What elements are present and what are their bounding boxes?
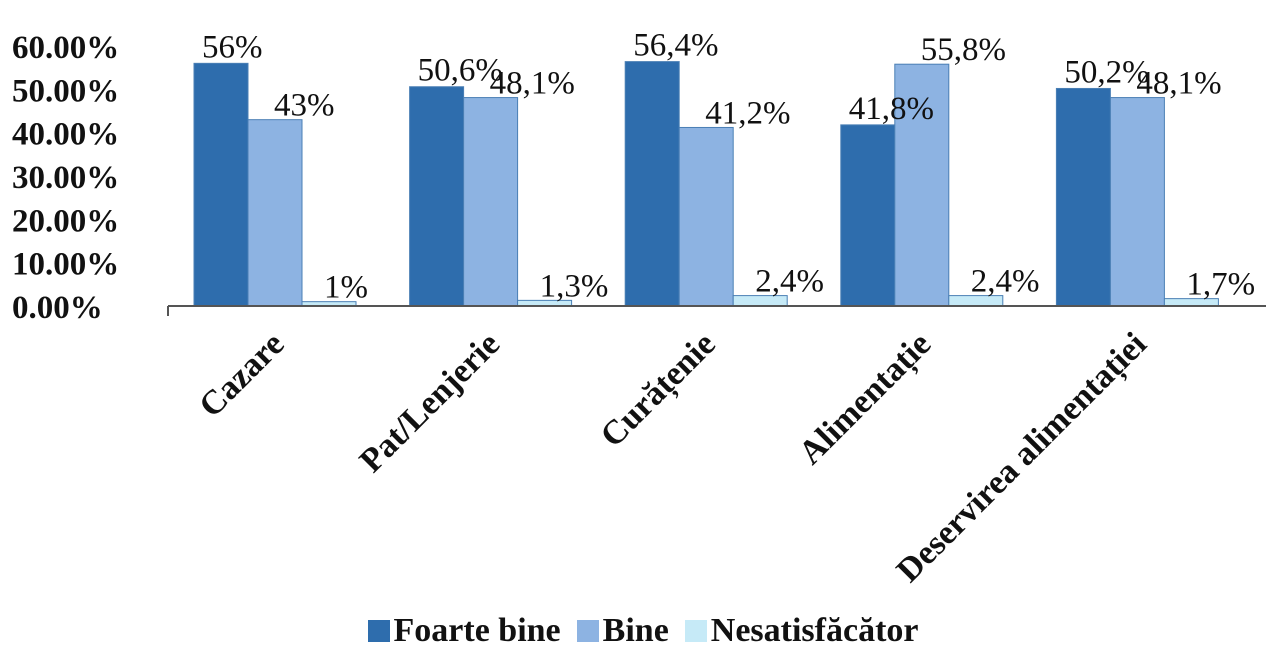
legend-item: Nesatisfăcător — [684, 612, 919, 650]
data-label: 50,2% — [1064, 54, 1149, 90]
bar-bine-0 — [247, 119, 303, 307]
legend-swatch — [367, 620, 390, 642]
data-label: 2,4% — [971, 264, 1040, 300]
data-label: 56% — [202, 29, 263, 65]
data-label: 2,4% — [755, 264, 824, 300]
y-tick-label: 40.00% — [12, 117, 119, 153]
y-tick-label: 20.00% — [12, 203, 119, 239]
legend-swatch — [684, 620, 707, 642]
bar-bine-2 — [678, 126, 734, 307]
category-label: Pat/Lenjerie — [353, 325, 507, 479]
bar-bine-1 — [463, 97, 519, 307]
legend-label: Nesatisfăcător — [710, 612, 919, 649]
legend-label: Bine — [602, 612, 669, 649]
bar-foarte-bine-4 — [1055, 87, 1111, 307]
data-label: 41,2% — [705, 95, 790, 131]
axes — [167, 305, 1266, 316]
category-labels: Cazare Pat/Lenjerie Curățenie AlimentațieDe… — [192, 325, 1154, 590]
y-tick-label: 50.00% — [12, 73, 119, 109]
y-tick-label: 60.00% — [12, 30, 119, 66]
bar-foarte-bine-3 — [840, 124, 896, 307]
legend-swatch — [576, 620, 599, 642]
data-label: 1% — [324, 270, 368, 306]
y-tick-label: 0.00% — [12, 290, 103, 326]
legend: Foarte bine Bine Nesatisfăcător — [0, 612, 1286, 650]
y-tick-label: 30.00% — [12, 160, 119, 196]
legend-label: Foarte bine — [393, 612, 561, 649]
data-label: 48,1% — [1136, 66, 1221, 102]
y-tick-label: 10.00% — [12, 247, 119, 283]
data-labels: 56%43%1%50,6%48,1%1,3%56,4%41,2%2,4%41,8… — [202, 28, 1255, 306]
legend-item: Bine — [576, 612, 669, 650]
bars — [193, 61, 1219, 307]
data-label: 43% — [274, 88, 335, 124]
category-label: Curățenie — [594, 325, 724, 455]
bar-bine-3 — [894, 63, 950, 307]
data-label: 1,7% — [1186, 267, 1255, 303]
data-label: 55,8% — [921, 32, 1006, 68]
bar-bine-4 — [1109, 97, 1165, 307]
bar-foarte-bine-0 — [193, 62, 249, 307]
data-label: 56,4% — [633, 28, 718, 64]
y-axis-ticks: 0.00% 10.00% 20.00% 30.00% 40.00% 50.00% 60.00… — [12, 30, 119, 326]
category-label: Alimentație — [792, 325, 939, 472]
legend-item: Foarte bine — [367, 612, 561, 650]
data-label: 50,6% — [418, 53, 503, 89]
category-label: Cazare — [192, 325, 291, 424]
data-label: 48,1% — [490, 66, 575, 102]
bar-foarte-bine-1 — [409, 86, 465, 307]
bar-foarte-bine-2 — [624, 61, 680, 307]
category-label: Deservirea alimentației — [890, 325, 1155, 590]
data-label: 1,3% — [540, 268, 609, 304]
data-label: 41,8% — [849, 91, 934, 127]
